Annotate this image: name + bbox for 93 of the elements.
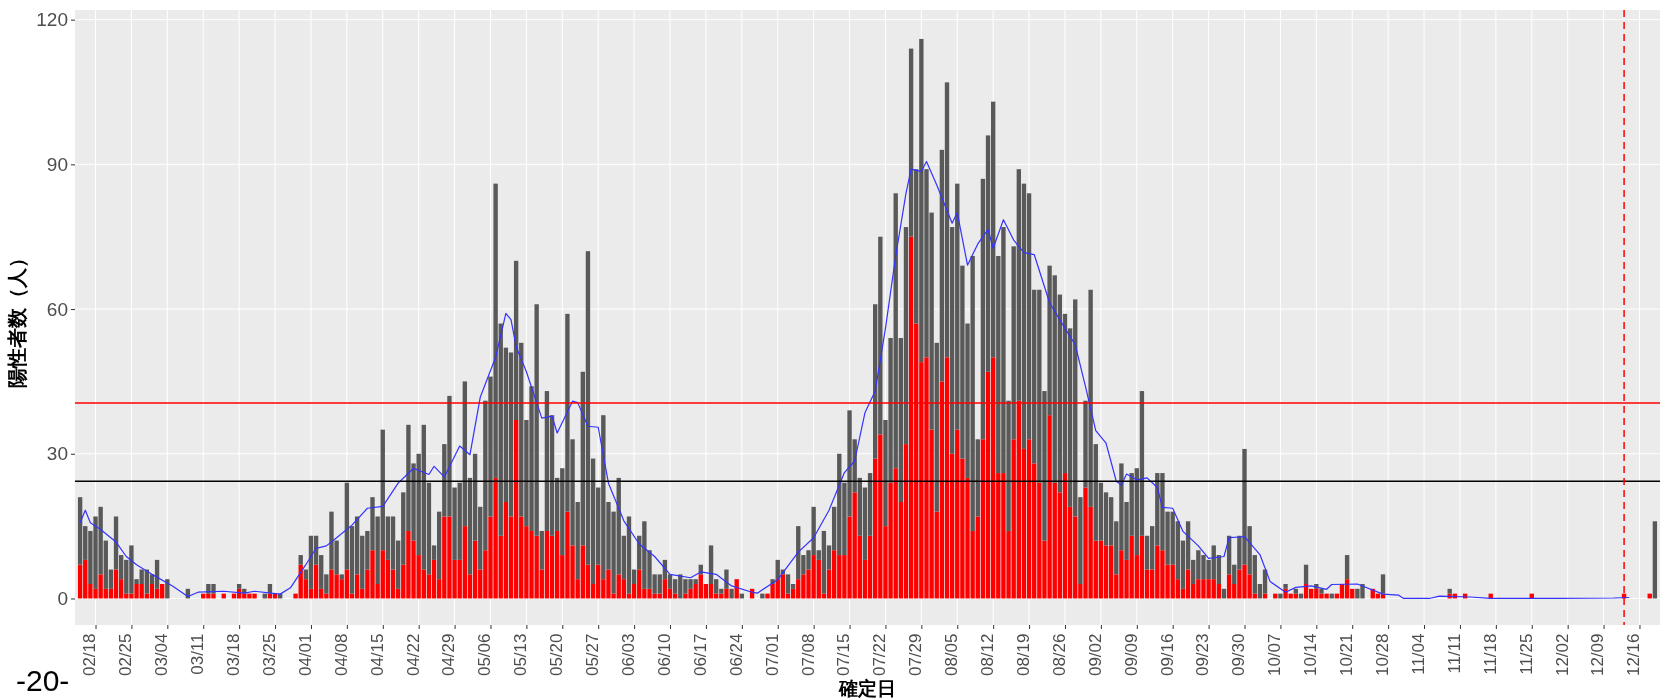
- x-tick-label: 04/01: [295, 633, 315, 677]
- x-tick-label: 07/29: [906, 633, 926, 677]
- bar: [1226, 574, 1232, 599]
- x-tick-label: 04/29: [439, 633, 459, 677]
- x-tick-label: 05/20: [547, 633, 567, 677]
- x-tick-label: 03/04: [152, 633, 172, 677]
- x-tick-label: 08/26: [1049, 633, 1069, 677]
- bar: [462, 526, 468, 599]
- x-axis-title: 確定日: [838, 677, 896, 699]
- bar: [821, 530, 827, 594]
- x-tick-label: 09/16: [1157, 633, 1177, 677]
- y-tick-label: 0: [57, 588, 68, 610]
- x-tick-label: 06/10: [654, 633, 674, 677]
- x-tick-label: 03/25: [259, 633, 279, 677]
- x-tick-label: 11/04: [1408, 633, 1428, 675]
- text: -20-: [16, 664, 70, 697]
- bar: [354, 574, 360, 599]
- y-axis-title: 陽性者数（人）: [5, 247, 29, 388]
- bar: [729, 588, 734, 599]
- x-tick-label: 05/13: [511, 633, 531, 677]
- bar: [339, 574, 344, 580]
- bar: [1283, 584, 1288, 589]
- bar: [760, 593, 765, 599]
- y-tick-label: 120: [36, 9, 68, 31]
- bar: [431, 559, 437, 599]
- bar: [780, 574, 786, 599]
- bar: [236, 584, 242, 589]
- bar: [1344, 555, 1350, 580]
- bar: [298, 555, 303, 565]
- x-tick-label: 10/14: [1301, 633, 1321, 677]
- x-tick-label: 04/08: [331, 633, 351, 677]
- bar: [549, 535, 555, 599]
- bar: [724, 569, 729, 589]
- x-tick-label: 11/18: [1480, 633, 1500, 675]
- bar: [1026, 439, 1032, 599]
- x-tick-label: 08/05: [942, 633, 962, 677]
- bar: [472, 540, 478, 599]
- bar: [785, 574, 791, 594]
- x-tick-label: 03/11: [188, 633, 208, 675]
- x-tick-label: 06/17: [690, 633, 710, 677]
- x-tick-label: 10/07: [1265, 633, 1285, 677]
- bar: [831, 550, 837, 599]
- bar: [503, 502, 509, 599]
- bar: [1652, 521, 1658, 599]
- x-tick-label: 07/22: [870, 633, 890, 677]
- x-tick-label: 07/08: [798, 633, 818, 677]
- x-tick-label: 08/19: [1013, 633, 1033, 677]
- x-tick-label: 05/06: [475, 633, 495, 677]
- x-tick-label: 07/01: [762, 633, 782, 677]
- x-tick-label: 02/18: [80, 633, 100, 677]
- x-tick-label: 04/22: [403, 633, 423, 677]
- x-tick-label: 06/24: [726, 633, 746, 677]
- x-tick-label: 10/21: [1337, 633, 1357, 677]
- bar: [1108, 545, 1114, 599]
- bar: [1278, 593, 1283, 599]
- x-tick-label: 08/12: [978, 633, 998, 677]
- x-tick-label: 05/27: [583, 633, 603, 677]
- x-tick-label: 12/02: [1552, 633, 1572, 677]
- x-tick-label: 07/15: [834, 633, 854, 677]
- bar: [1447, 588, 1452, 594]
- x-tick-label: 10/28: [1372, 633, 1392, 677]
- bar: [313, 564, 319, 599]
- bar: [626, 516, 632, 594]
- x-tick-label: 06/03: [618, 633, 638, 677]
- bar: [165, 579, 170, 599]
- bar: [1062, 473, 1068, 599]
- bar: [544, 530, 550, 599]
- x-tick-label: 12/16: [1624, 633, 1644, 677]
- x-tick-label: 09/09: [1121, 633, 1141, 677]
- bar: [1098, 540, 1104, 599]
- y-tick-label: 60: [46, 298, 68, 320]
- x-tick-label: 03/18: [223, 633, 243, 677]
- x-tick-label: 09/23: [1193, 633, 1213, 677]
- x-tick-label: 12/09: [1588, 633, 1608, 677]
- bar: [1380, 574, 1386, 594]
- x-tick-label: 09/02: [1085, 633, 1105, 677]
- bar: [662, 579, 668, 599]
- x-tick-label: 11/25: [1516, 633, 1536, 675]
- y-tick-label: 90: [46, 153, 68, 175]
- x-tick-label: 09/30: [1229, 633, 1249, 677]
- bar: [1103, 545, 1109, 599]
- x-tick-label: 11/11: [1444, 633, 1464, 674]
- y-tick-label: 30: [46, 443, 68, 465]
- bar: [1293, 588, 1298, 594]
- bar: [1139, 535, 1145, 599]
- bar: [1319, 588, 1324, 594]
- bar: [77, 564, 83, 599]
- x-tick-label: 04/15: [367, 633, 387, 677]
- bar: [513, 420, 519, 599]
- bar: [1303, 564, 1309, 584]
- bar: [554, 530, 560, 599]
- bar: [77, 497, 83, 565]
- x-tick-label: 02/25: [116, 633, 136, 677]
